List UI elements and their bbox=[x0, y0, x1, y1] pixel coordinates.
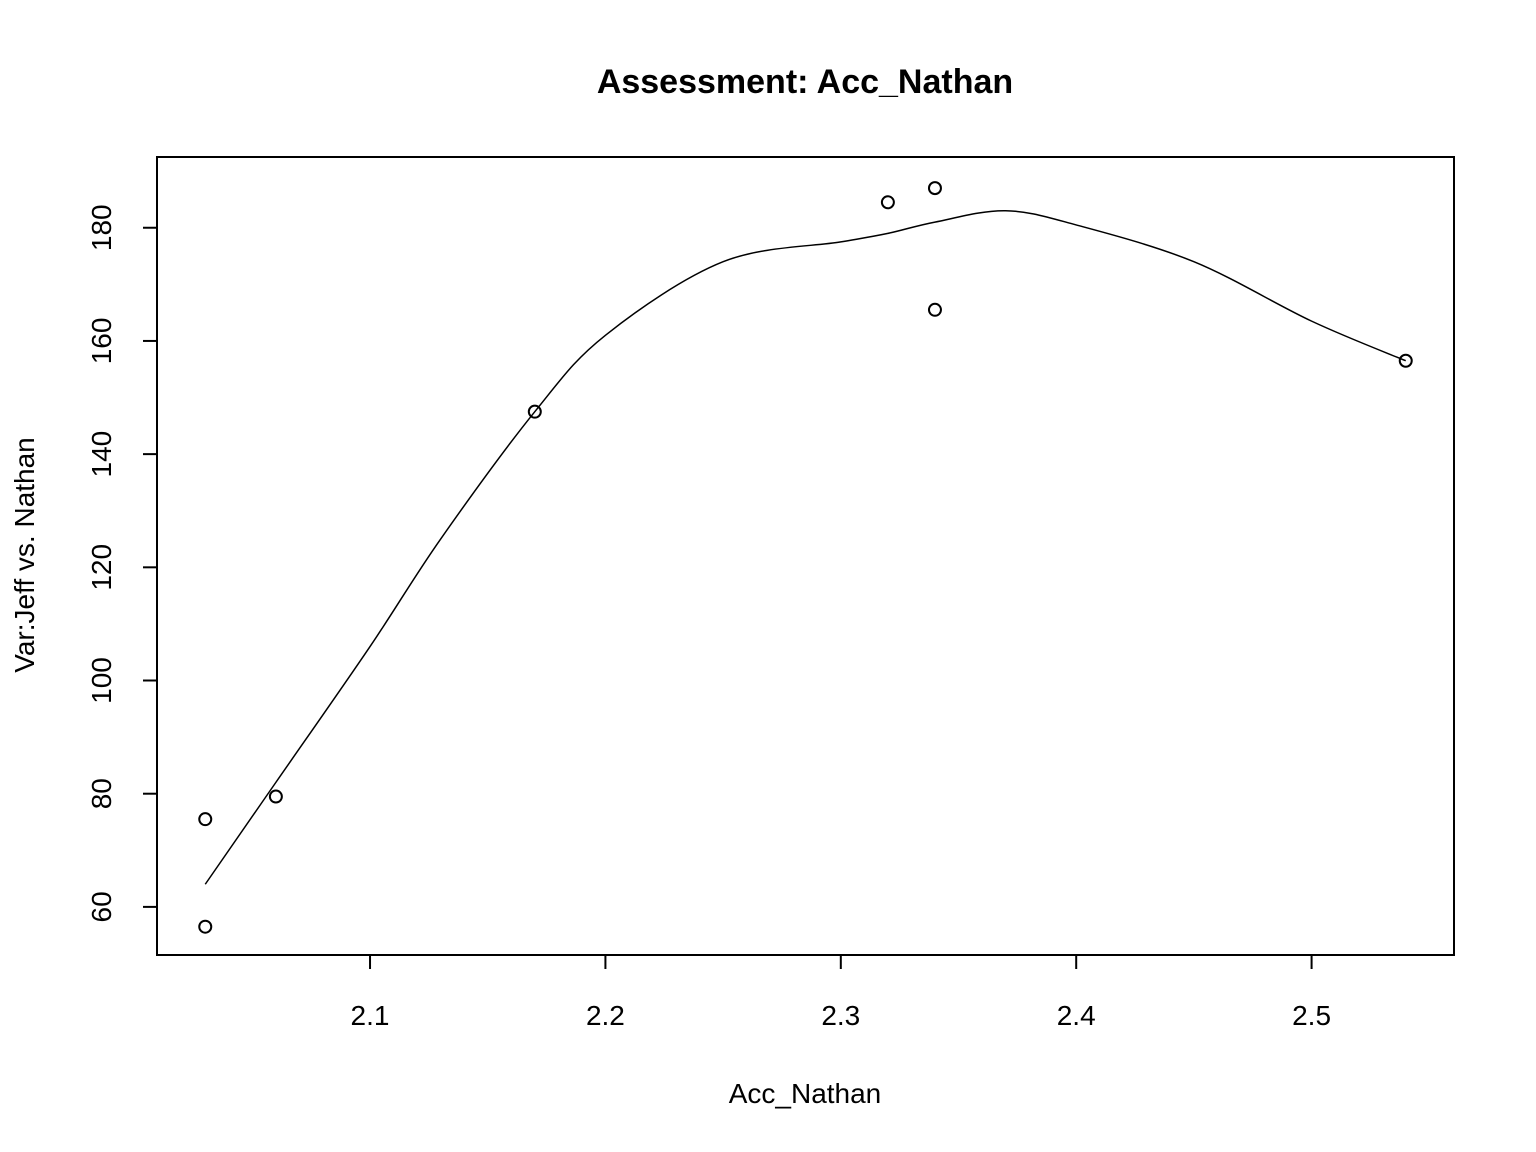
y-axis: 60 80 100 120 140 160 180 bbox=[86, 204, 158, 922]
y-tick-label: 180 bbox=[86, 204, 117, 251]
smoothing-curve bbox=[204, 210, 1407, 885]
y-axis-label: Var:Jeff vs. Nathan bbox=[9, 437, 40, 673]
y-tick-label: 140 bbox=[86, 431, 117, 478]
data-point bbox=[927, 181, 942, 196]
x-tick-label: 2.1 bbox=[351, 1000, 390, 1031]
y-tick-label: 100 bbox=[86, 657, 117, 704]
plot-frame bbox=[156, 156, 1455, 956]
x-tick-label: 2.3 bbox=[821, 1000, 860, 1031]
x-tick-label: 2.2 bbox=[586, 1000, 625, 1031]
x-axis: 2.1 2.2 2.3 2.4 2.5 bbox=[351, 954, 1331, 1031]
data-point bbox=[527, 404, 542, 419]
data-point bbox=[198, 919, 213, 934]
y-tick-label: 60 bbox=[86, 891, 117, 922]
y-tick-label: 80 bbox=[86, 778, 117, 809]
x-axis-label: Acc_Nathan bbox=[729, 1078, 882, 1109]
x-tick-label: 2.5 bbox=[1292, 1000, 1331, 1031]
data-points-group bbox=[198, 181, 1413, 934]
data-point bbox=[880, 195, 895, 210]
x-tick-label: 2.4 bbox=[1057, 1000, 1096, 1031]
data-point bbox=[268, 789, 283, 804]
data-point bbox=[1398, 353, 1413, 368]
smoothing-curve-group bbox=[204, 210, 1407, 885]
y-tick-label: 160 bbox=[86, 318, 117, 365]
data-point bbox=[198, 812, 213, 827]
chart-title: Assessment: Acc_Nathan bbox=[597, 63, 1013, 101]
y-tick-label: 120 bbox=[86, 544, 117, 591]
data-point bbox=[927, 302, 942, 317]
